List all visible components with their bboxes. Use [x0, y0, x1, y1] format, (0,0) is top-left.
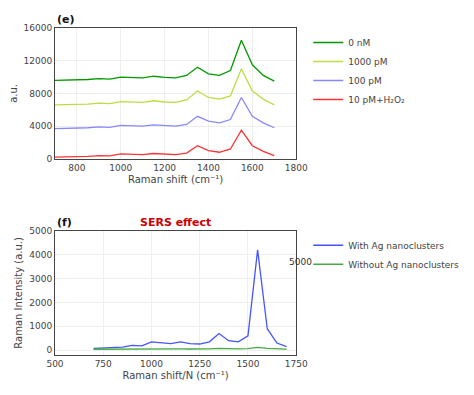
svg-text:Raman shift (cm⁻¹): Raman shift (cm⁻¹): [128, 174, 223, 185]
svg-text:4000: 4000: [29, 121, 52, 131]
svg-text:500: 500: [46, 359, 63, 369]
svg-text:Raman Intensity (a.u.): Raman Intensity (a.u.): [13, 237, 24, 349]
svg-text:1500: 1500: [237, 359, 260, 369]
svg-text:SERS effect: SERS effect: [140, 216, 211, 229]
svg-text:1800: 1800: [285, 163, 308, 173]
svg-text:1000: 1000: [140, 359, 163, 369]
svg-text:2000: 2000: [29, 298, 52, 308]
svg-text:5000: 5000: [29, 226, 52, 236]
svg-text:1250: 1250: [188, 359, 211, 369]
svg-text:750: 750: [95, 359, 112, 369]
svg-text:a.u.: a.u.: [8, 84, 19, 103]
svg-text:0: 0: [46, 154, 52, 164]
svg-text:(e): (e): [57, 13, 75, 26]
svg-text:4000: 4000: [29, 250, 52, 260]
svg-text:0: 0: [46, 345, 52, 355]
svg-text:(f): (f): [57, 216, 72, 229]
svg-text:16000: 16000: [24, 23, 53, 33]
svg-text:100 pM: 100 pM: [348, 76, 382, 86]
svg-text:3000: 3000: [29, 274, 52, 284]
svg-text:1750: 1750: [285, 359, 308, 369]
svg-text:1400: 1400: [197, 163, 220, 173]
svg-text:1600: 1600: [241, 163, 264, 173]
svg-text:0 nM: 0 nM: [348, 38, 370, 48]
svg-text:12000: 12000: [24, 56, 53, 66]
svg-text:800: 800: [68, 163, 85, 173]
svg-text:1000 pM: 1000 pM: [348, 57, 387, 67]
svg-text:5000: 5000: [289, 257, 312, 267]
svg-text:1000: 1000: [109, 163, 132, 173]
svg-text:1000: 1000: [29, 321, 52, 331]
svg-text:With Ag nanoclusters: With Ag nanoclusters: [348, 241, 444, 251]
svg-text:Raman shift/N (cm⁻¹): Raman shift/N (cm⁻¹): [122, 370, 228, 381]
svg-text:10 pM+H₂O₂: 10 pM+H₂O₂: [348, 95, 405, 105]
svg-text:1200: 1200: [153, 163, 176, 173]
svg-text:Without Ag nanoclusters: Without Ag nanoclusters: [348, 260, 459, 270]
svg-text:8000: 8000: [29, 89, 52, 99]
